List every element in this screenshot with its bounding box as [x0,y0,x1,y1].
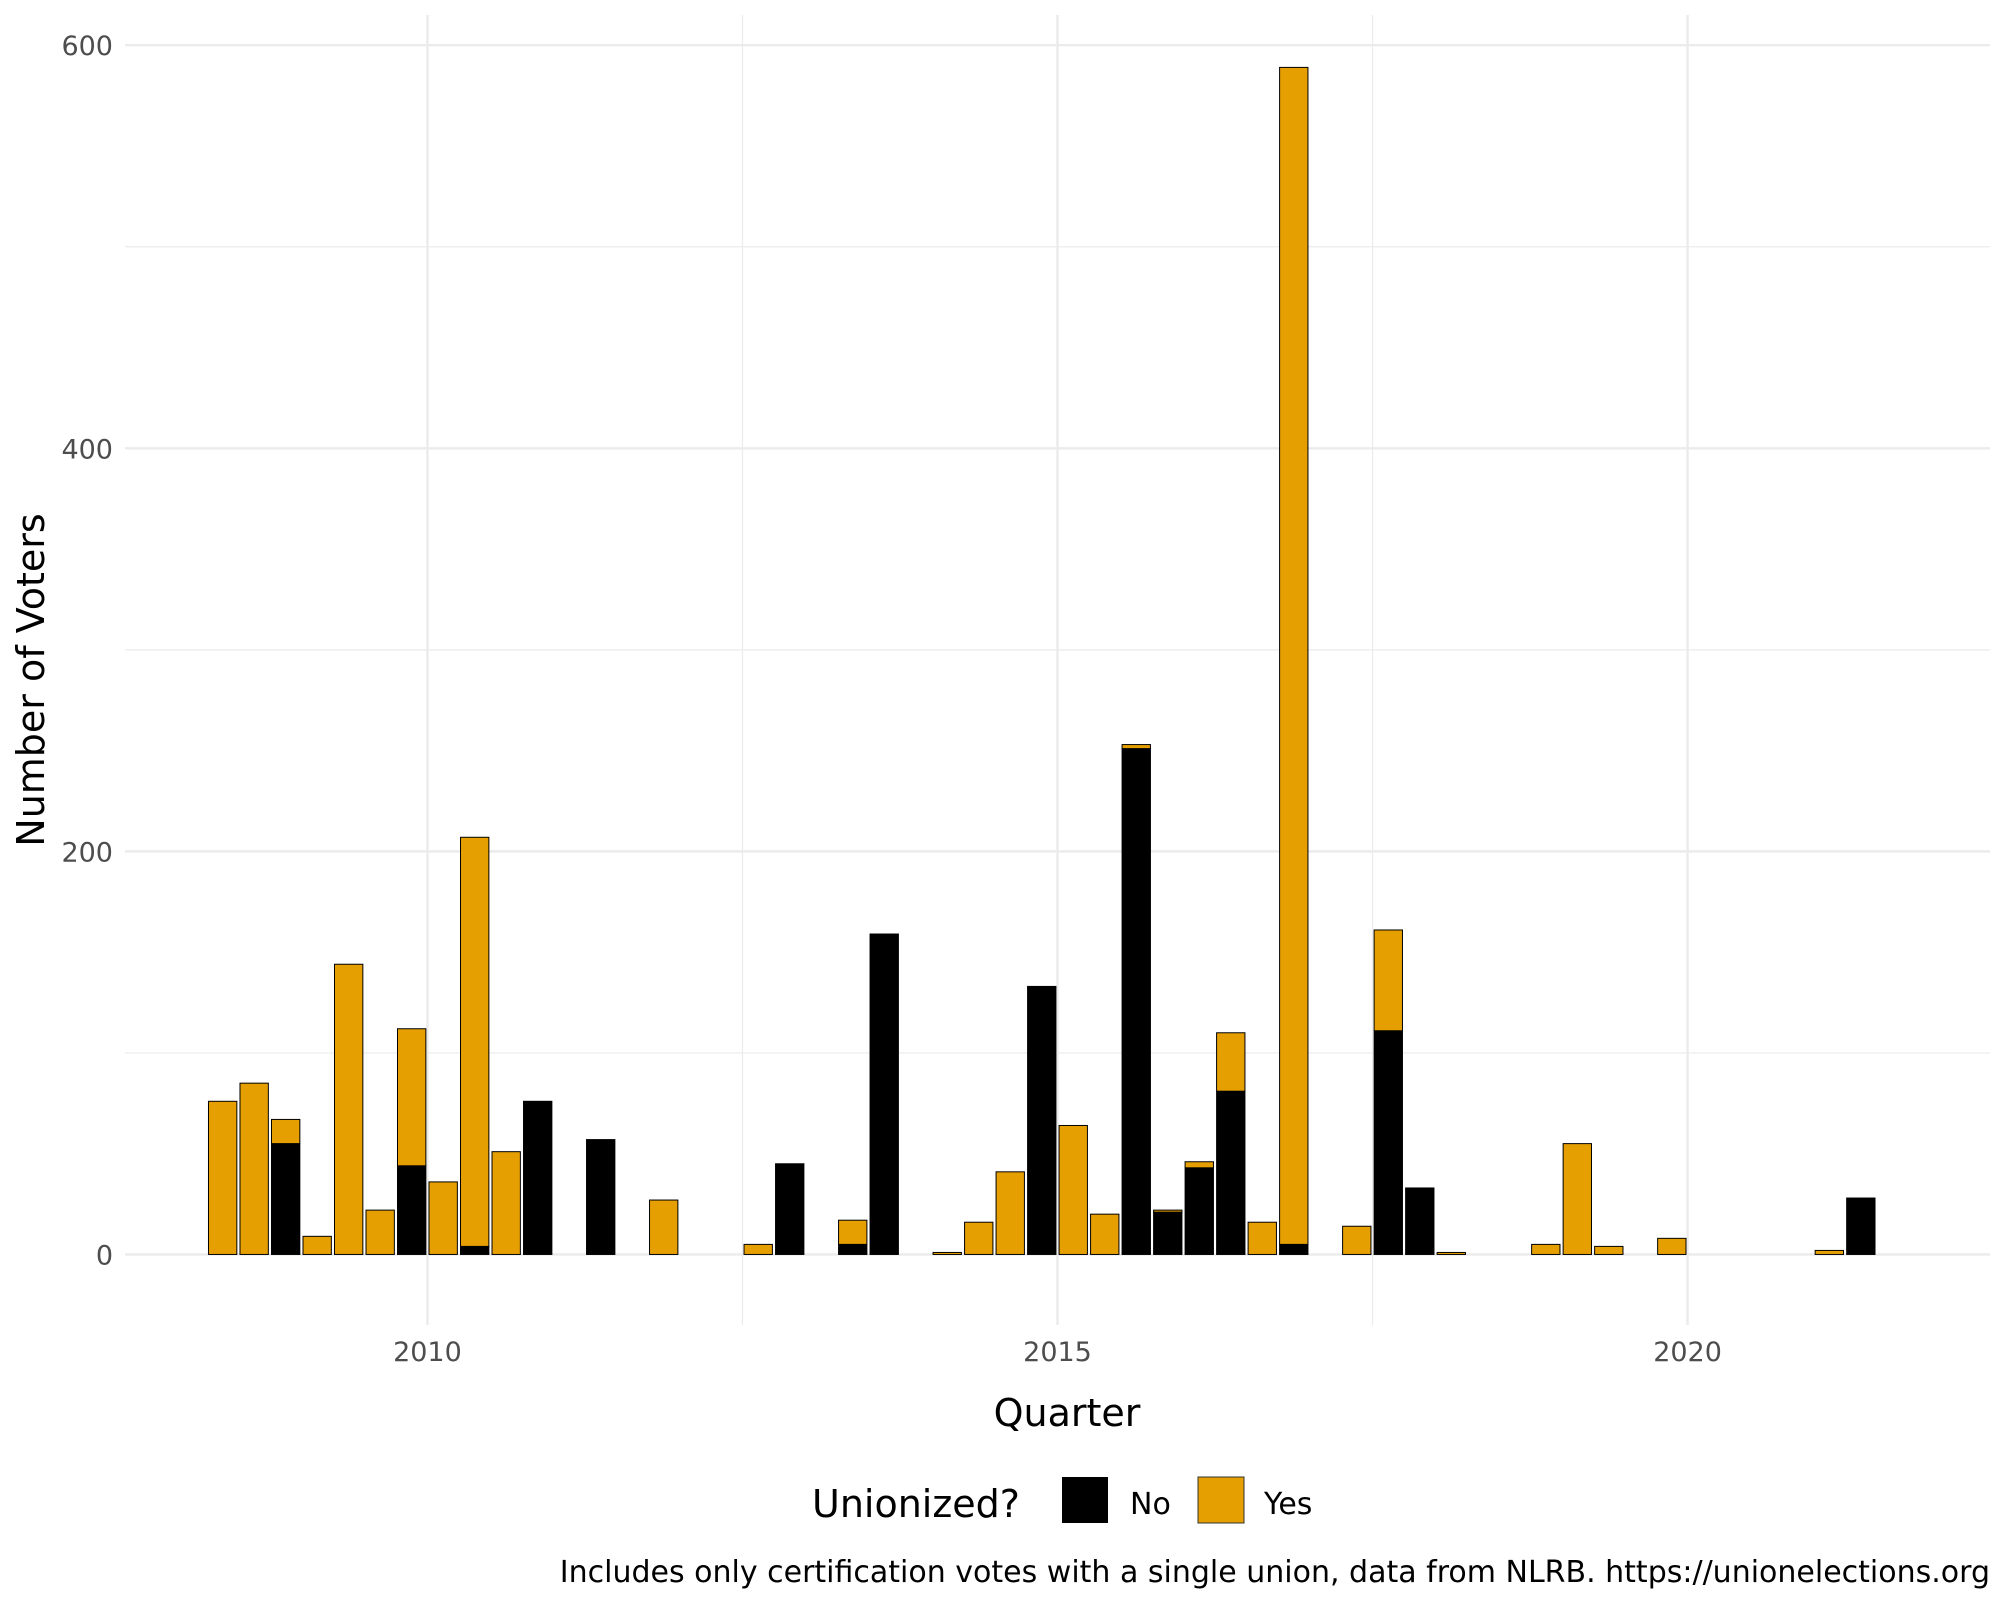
bar-no [1153,1211,1183,1255]
bar-yes [460,836,490,1247]
bar-no [1846,1197,1876,1255]
caption: Includes only certification votes with a… [560,1555,1990,1590]
bars [207,66,1876,1255]
gridlines [125,15,1990,1325]
legend-label-no: No [1130,1487,1171,1522]
bar-yes [491,1151,521,1255]
bar-yes [1216,1032,1246,1092]
bar-no [586,1139,616,1255]
y-axis-title: Number of Voters [9,513,53,846]
bar-yes [995,1171,1025,1255]
bar-yes [1342,1225,1372,1255]
bar-yes [1121,744,1151,750]
y-axis-ticks: 0 200 400 600 [61,31,113,1271]
x-axis-ticks: 2010 2015 2020 [393,1337,1722,1368]
bar-yes [207,1100,238,1255]
bar-yes [1247,1221,1277,1255]
bar-yes [1184,1161,1214,1169]
bar-no [270,1143,301,1255]
bar-no [523,1100,553,1255]
y-tick-label: 400 [61,434,113,465]
y-tick-label: 0 [96,1240,113,1271]
bar-yes [1090,1213,1120,1255]
bar-yes [397,1028,427,1167]
x-tick-label: 2020 [1653,1337,1722,1368]
legend-swatch-yes [1197,1476,1245,1524]
y-tick-label: 600 [61,31,113,62]
bar-yes [270,1118,301,1145]
bar-yes [1058,1124,1088,1255]
bar-no [1405,1187,1435,1255]
x-tick-label: 2010 [393,1337,462,1368]
bar-yes [1657,1237,1687,1255]
bar-no [869,933,899,1255]
bar-yes [1814,1249,1845,1255]
bar-yes [838,1219,868,1245]
bar-yes [649,1199,679,1255]
bar-no [1121,748,1151,1255]
bar-yes [932,1251,962,1255]
bar-no [1184,1167,1214,1255]
bar-yes [964,1221,994,1255]
bar-yes [1373,929,1403,1032]
bar-no [1279,1243,1309,1255]
bar-no [775,1163,805,1255]
bar-yes [333,963,364,1255]
legend-title: Unionized? [812,1482,1020,1526]
bar-yes [1279,66,1309,1245]
bar-no [460,1245,490,1255]
bar-yes [1436,1251,1466,1255]
bar-no [1216,1090,1246,1255]
x-axis-title: Quarter [994,1391,1141,1435]
bar-yes [239,1082,269,1255]
bar-yes [1562,1143,1592,1255]
bar-yes [743,1243,773,1255]
legend-label-yes: Yes [1263,1487,1312,1522]
x-tick-label: 2015 [1023,1337,1092,1368]
legend: Unionized? No Yes [812,1476,1312,1526]
bar-no [838,1243,868,1255]
legend-swatch-no [1062,1477,1108,1523]
bar-no [1027,985,1057,1255]
bar-yes [428,1181,458,1255]
bar-yes [1153,1209,1183,1213]
bar-yes [365,1209,395,1255]
bar-yes [1531,1243,1561,1255]
bar-no [397,1165,427,1255]
bar-no [1373,1030,1403,1255]
bar-yes [1594,1245,1624,1255]
bar-yes [302,1235,332,1255]
y-tick-label: 200 [61,837,113,868]
